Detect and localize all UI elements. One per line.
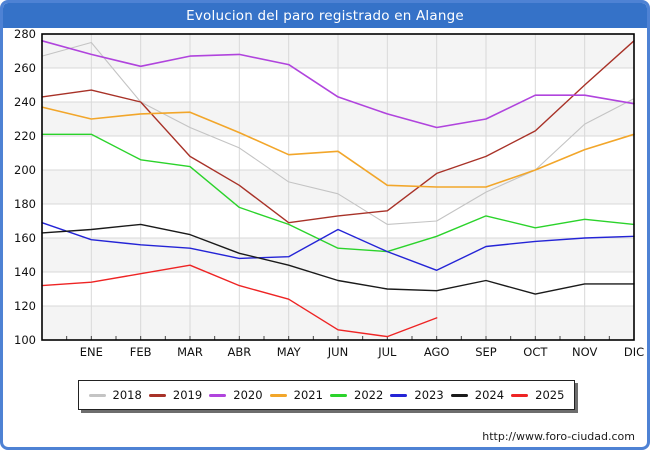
x-tick-label-DIC: DIC bbox=[624, 345, 644, 359]
x-tick-label-ABR: ABR bbox=[227, 345, 251, 359]
legend-item-2019: 2019 bbox=[148, 388, 203, 402]
legend-dash-2021 bbox=[269, 393, 287, 397]
x-tick-label-AGO: AGO bbox=[424, 345, 450, 359]
series-line-2021 bbox=[41, 106, 635, 188]
y-tick-label: 180 bbox=[14, 197, 36, 211]
plot-border bbox=[41, 33, 635, 341]
series-line-2022 bbox=[41, 133, 635, 253]
footer-url[interactable]: http://www.foro-ciudad.com bbox=[482, 430, 635, 443]
y-tick-label: 200 bbox=[14, 163, 36, 177]
y-tick-label: 220 bbox=[14, 129, 36, 143]
x-tick-label-OCT: OCT bbox=[523, 345, 548, 359]
chart-title: Evolucion del paro registrado en Alange bbox=[186, 7, 464, 24]
legend-item-2022: 2022 bbox=[330, 388, 383, 402]
x-tick-label-MAY: MAY bbox=[277, 345, 302, 359]
y-tick-label: 280 bbox=[14, 27, 36, 41]
legend-label-2020: 2020 bbox=[233, 388, 263, 402]
y-tick-label: 120 bbox=[14, 299, 36, 313]
x-tick-label-ENE: ENE bbox=[80, 345, 103, 359]
legend-label-2021: 2021 bbox=[293, 388, 323, 402]
x-tick-label-NOV: NOV bbox=[572, 345, 597, 359]
legend-label-2018: 2018 bbox=[112, 388, 142, 402]
legend-dash-2018 bbox=[88, 393, 106, 397]
x-tick-label-JUN: JUN bbox=[327, 345, 348, 359]
y-tick-label: 240 bbox=[14, 95, 36, 109]
legend-item-2025: 2025 bbox=[511, 388, 564, 402]
y-tick-label: 160 bbox=[14, 231, 36, 245]
legend-label-2019: 2019 bbox=[172, 388, 203, 402]
legend-dash-2022 bbox=[330, 393, 348, 397]
series-line-2023 bbox=[41, 221, 635, 271]
legend-label-2025: 2025 bbox=[535, 388, 565, 402]
series-line-2020 bbox=[41, 39, 635, 129]
legend-dash-2020 bbox=[209, 393, 227, 397]
legend-label-2023: 2023 bbox=[414, 388, 444, 402]
legend-label-2024: 2024 bbox=[474, 388, 505, 402]
line-chart: 100 120 140 160 180 200 220 240 260 280 ENE FEB MAR A… bbox=[14, 27, 644, 359]
legend-item-2023: 2023 bbox=[390, 388, 444, 402]
legend-dash-2023 bbox=[390, 393, 408, 397]
chart-title-bar: Evolucion del paro registrado en Alange bbox=[3, 3, 647, 28]
legend-item-2021: 2021 bbox=[269, 388, 323, 402]
series-line-2019 bbox=[41, 40, 635, 224]
x-tick-label-FEB: FEB bbox=[130, 345, 152, 359]
legend-dash-2019 bbox=[148, 393, 166, 397]
y-tick-label: 100 bbox=[14, 333, 36, 347]
series-line-2024 bbox=[41, 223, 635, 295]
legend-dash-2025 bbox=[511, 393, 529, 397]
legend-item-2024: 2024 bbox=[450, 388, 505, 402]
legend-item-2018: 2018 bbox=[88, 388, 142, 402]
x-tick-label-JUL: JUL bbox=[377, 345, 397, 359]
x-tick-label-SEP: SEP bbox=[475, 345, 497, 359]
legend-label-2022: 2022 bbox=[354, 388, 384, 402]
y-tick-label: 260 bbox=[14, 61, 36, 75]
legend-dash-2024 bbox=[450, 393, 468, 397]
x-tick-label-MAR: MAR bbox=[177, 345, 203, 359]
series-line-2025 bbox=[41, 264, 438, 338]
legend: 2018 2019 2020 2021 2022 2023 2024 2025 bbox=[78, 380, 575, 410]
y-tick-label: 140 bbox=[14, 265, 36, 279]
legend-item-2020: 2020 bbox=[209, 388, 263, 402]
